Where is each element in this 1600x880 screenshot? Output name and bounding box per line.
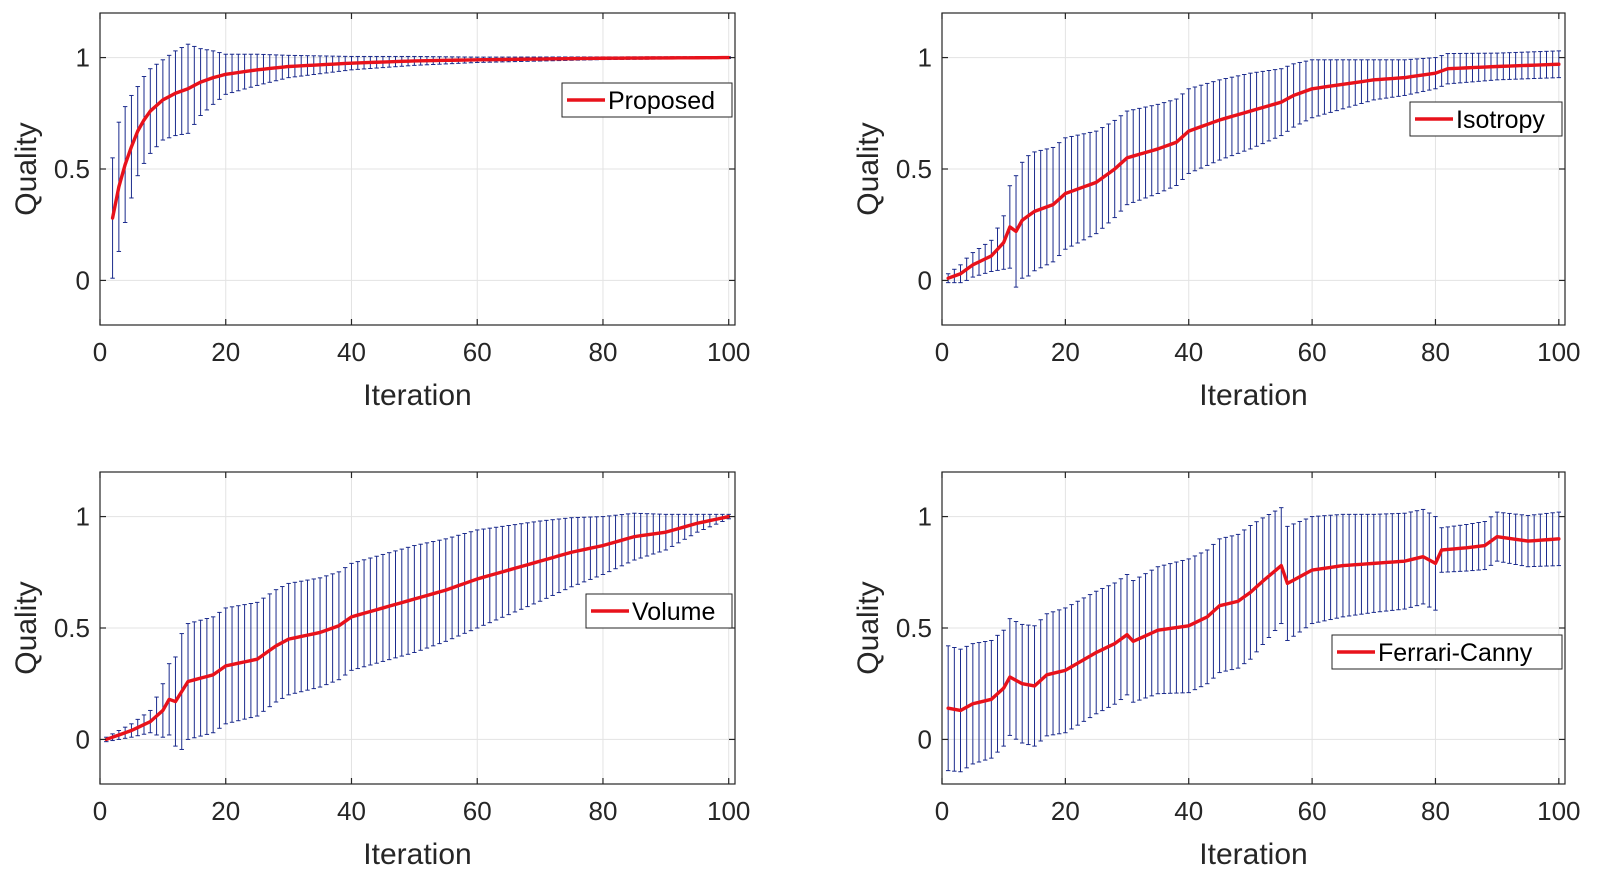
y-axis-label: Quality bbox=[10, 581, 43, 674]
mean-line bbox=[110, 55, 731, 220]
chart-panel-ferrari-canny: 0 20 40 60 80 100 0 0.5 1 Iteration Quality Ferrari… bbox=[852, 471, 1581, 871]
x-tick-label: 60 bbox=[463, 796, 492, 826]
x-tick-label: 0 bbox=[93, 796, 107, 826]
x-tick-label: 100 bbox=[1537, 337, 1580, 367]
x-axis-label: Iteration bbox=[363, 379, 471, 412]
x-tick-label: 40 bbox=[1174, 796, 1203, 826]
x-tick-label: 80 bbox=[1421, 337, 1450, 367]
x-tick-label: 40 bbox=[337, 337, 366, 367]
y-tick-label: 1 bbox=[918, 502, 932, 532]
x-tick-label: 100 bbox=[707, 337, 750, 367]
legend-label: Proposed bbox=[608, 87, 715, 115]
x-axis-label: Iteration bbox=[363, 838, 471, 871]
x-axis-label: Iteration bbox=[1199, 379, 1307, 412]
x-axis-label: Iteration bbox=[1199, 838, 1307, 871]
y-tick-label: 1 bbox=[76, 43, 90, 73]
y-tick-label: 0.5 bbox=[896, 613, 932, 643]
x-tick-label: 80 bbox=[1421, 796, 1450, 826]
chart-panel-volume: 0 20 40 60 80 100 0 0.5 1 Iteration Quality Volume bbox=[10, 471, 750, 871]
x-tick-label: 80 bbox=[589, 796, 618, 826]
x-tick-label: 40 bbox=[1174, 337, 1203, 367]
x-tick-label: 40 bbox=[337, 796, 366, 826]
x-tick-label: 0 bbox=[935, 337, 949, 367]
mean-line bbox=[104, 514, 731, 742]
x-tick-label: 20 bbox=[1051, 337, 1080, 367]
chart-panel-isotropy: 0 20 40 60 80 100 0 0.5 1 Iteration Quality Isotrop… bbox=[852, 12, 1581, 412]
x-tick-label: 60 bbox=[463, 337, 492, 367]
y-tick-label: 1 bbox=[918, 43, 932, 73]
legend-label: Volume bbox=[632, 598, 715, 626]
legend: Isotropy bbox=[1409, 101, 1563, 137]
y-tick-label: 0.5 bbox=[54, 154, 90, 184]
y-axis-label: Quality bbox=[852, 581, 885, 674]
y-tick-label: 0 bbox=[918, 265, 932, 295]
chart-panel-proposed: 0 20 40 60 80 100 0 0.5 1 Iteration Quality Propose… bbox=[10, 12, 750, 412]
y-tick-label: 0.5 bbox=[896, 154, 932, 184]
legend-box bbox=[561, 82, 733, 118]
y-axis-label: Quality bbox=[852, 122, 885, 215]
x-tick-label: 0 bbox=[93, 337, 107, 367]
legend: Proposed bbox=[561, 82, 733, 118]
x-tick-label: 20 bbox=[1051, 796, 1080, 826]
x-tick-label: 100 bbox=[1537, 796, 1580, 826]
legend-label: Isotropy bbox=[1456, 106, 1545, 134]
x-tick-label: 0 bbox=[935, 796, 949, 826]
y-tick-label: 0 bbox=[76, 265, 90, 295]
x-tick-label: 60 bbox=[1298, 796, 1327, 826]
y-tick-label: 1 bbox=[76, 502, 90, 532]
y-tick-label: 0 bbox=[918, 724, 932, 754]
x-tick-label: 60 bbox=[1298, 337, 1327, 367]
mean-line bbox=[946, 534, 1561, 713]
x-tick-label: 20 bbox=[211, 337, 240, 367]
y-tick-label: 0.5 bbox=[54, 613, 90, 643]
y-tick-label: 0 bbox=[76, 724, 90, 754]
legend: Ferrari-Canny bbox=[1331, 634, 1563, 670]
legend-label: Ferrari-Canny bbox=[1378, 639, 1533, 667]
x-tick-label: 80 bbox=[589, 337, 618, 367]
mean-line bbox=[946, 62, 1561, 280]
legend: Volume bbox=[585, 593, 733, 629]
x-tick-label: 100 bbox=[707, 796, 750, 826]
x-tick-label: 20 bbox=[211, 796, 240, 826]
y-axis-label: Quality bbox=[10, 122, 43, 215]
